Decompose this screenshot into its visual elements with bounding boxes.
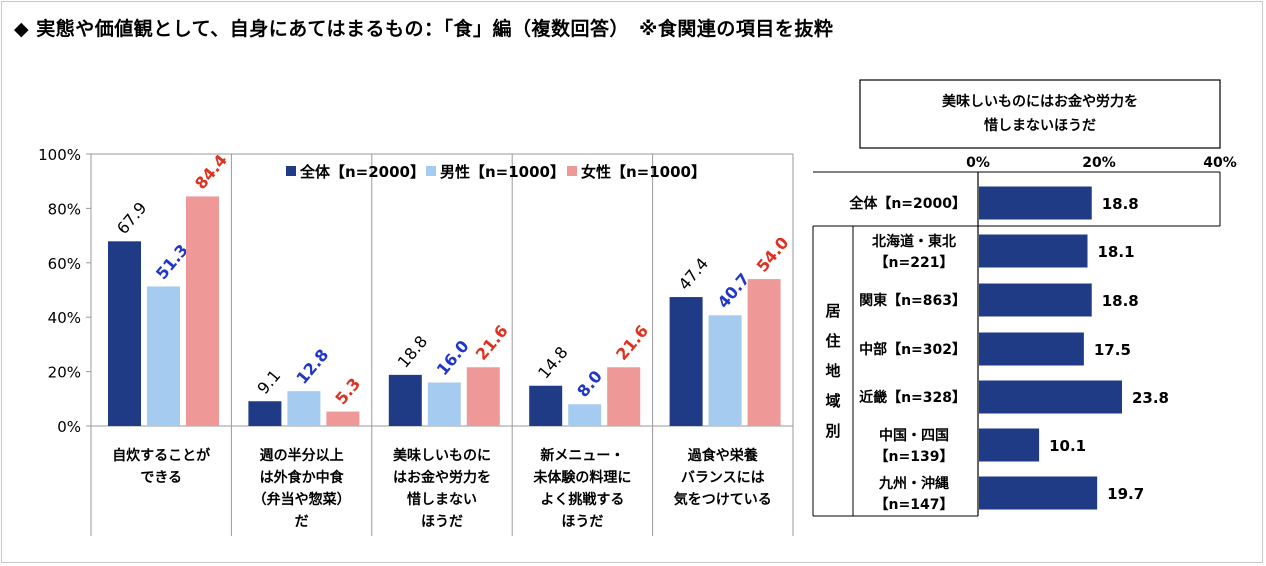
data-label: 21.6 xyxy=(472,321,512,363)
bar xyxy=(108,241,141,426)
hbar-value-label: 18.8 xyxy=(1102,195,1139,213)
hbar-value-label: 18.8 xyxy=(1102,292,1139,310)
hbar xyxy=(979,234,1088,268)
bar xyxy=(326,411,360,426)
hbar-category-label: 近畿【n=328】 xyxy=(859,389,966,406)
group-label: 居 xyxy=(825,302,840,320)
bar xyxy=(427,382,461,426)
legend-swatch xyxy=(286,166,296,176)
group-label: 域 xyxy=(825,392,840,410)
data-label: 21.6 xyxy=(612,321,652,363)
data-label: 14.8 xyxy=(534,343,571,383)
legend-label: 全体【n=2000】 xyxy=(299,163,425,181)
category-label: （弁当や惣菜） xyxy=(253,491,351,508)
category-label: 週の半分以上 xyxy=(260,447,344,464)
hbar xyxy=(979,332,1084,366)
page-title: ◆ 実態や価値観として、自身にあてはまるもの：「食」編（複数回答） ※食関連の項… xyxy=(14,18,834,40)
data-label: 8.0 xyxy=(573,367,606,401)
hbar-value-label: 17.5 xyxy=(1094,341,1131,359)
data-label: 54.0 xyxy=(753,233,793,275)
hbar-category-label: 【n=139】 xyxy=(875,449,954,465)
bar xyxy=(607,367,641,426)
hbar-category-label: 【n=147】 xyxy=(875,497,954,513)
y-tick-label: 100% xyxy=(38,146,81,164)
hbar-value-label: 19.7 xyxy=(1107,485,1144,503)
hbar-value-label: 10.1 xyxy=(1049,437,1086,455)
right-chart-title: 美味しいものにはお金や労力を xyxy=(942,93,1138,110)
hbar-category-label: 関東【n=863】 xyxy=(859,292,966,309)
bar xyxy=(186,196,219,426)
y-tick-label: 60% xyxy=(48,255,81,273)
data-label: 16.0 xyxy=(433,337,473,379)
hbar xyxy=(979,283,1092,317)
data-label: 47.4 xyxy=(675,254,712,294)
x-tick-label: 20% xyxy=(1082,155,1116,171)
bar xyxy=(747,279,781,426)
category-label: 惜しまない xyxy=(407,491,477,508)
x-tick-label: 40% xyxy=(1203,155,1237,171)
category-label: よく挑戦する xyxy=(540,491,624,508)
bar xyxy=(669,297,703,426)
group-label: 住 xyxy=(825,332,840,350)
y-tick-label: 40% xyxy=(48,309,81,327)
legend-swatch xyxy=(426,166,436,176)
category-label: 新メニュー・ xyxy=(540,447,624,464)
bar xyxy=(529,385,563,426)
data-label: 67.9 xyxy=(113,198,150,238)
hbar xyxy=(979,380,1122,414)
category-label: は外食か中食 xyxy=(260,469,345,486)
group-label: 別 xyxy=(824,422,840,440)
data-label: 40.7 xyxy=(714,269,754,311)
hbar xyxy=(979,476,1098,510)
data-label: 12.8 xyxy=(292,345,332,387)
bar xyxy=(287,391,321,426)
hbar-category-label: 全体【n=2000】 xyxy=(848,195,966,212)
bar xyxy=(708,315,742,426)
category-label: だ xyxy=(295,514,309,530)
x-tick-label: 0% xyxy=(966,155,990,171)
hbar-category-label: 九州・沖縄 xyxy=(878,475,949,492)
hbar xyxy=(979,186,1092,220)
hbar-category-label: 中国・四国 xyxy=(879,427,949,444)
legend-label: 女性【n=1000】 xyxy=(581,163,706,181)
data-label: 5.3 xyxy=(331,374,364,408)
category-label: バランスには xyxy=(681,470,765,486)
category-label: 美味しいものに xyxy=(393,447,491,464)
bar xyxy=(568,404,602,426)
legend-swatch xyxy=(567,166,577,176)
right-chart-title: 惜しまないほうだ xyxy=(984,117,1096,134)
category-label: 気をつけている xyxy=(674,491,772,508)
hbar-category-label: 北海道・東北 xyxy=(872,233,956,250)
category-label: 過食や栄養 xyxy=(687,447,758,464)
group-label: 地 xyxy=(825,362,840,380)
bar xyxy=(388,374,422,426)
data-label: 18.8 xyxy=(394,332,431,372)
data-label: 9.1 xyxy=(253,366,284,398)
bar xyxy=(248,401,282,426)
right-chart-title-box xyxy=(859,79,1221,149)
hbar-value-label: 18.1 xyxy=(1098,243,1135,261)
category-label: ほうだ xyxy=(421,514,463,530)
bar xyxy=(147,286,180,426)
category-label: 未体験の料理に xyxy=(533,469,631,486)
category-label: できる xyxy=(140,470,182,486)
y-tick-label: 0% xyxy=(57,418,81,436)
hbar xyxy=(979,428,1040,462)
data-label: 84.4 xyxy=(191,151,231,193)
hbar-category-label: 【n=221】 xyxy=(875,255,954,271)
data-label: 51.3 xyxy=(152,241,192,283)
y-tick-label: 20% xyxy=(48,364,81,382)
hbar-value-label: 23.8 xyxy=(1132,389,1169,407)
category-label: ほうだ xyxy=(561,514,603,530)
hbar-category-label: 中部【n=302】 xyxy=(859,341,966,358)
legend-label: 男性【n=1000】 xyxy=(440,163,565,181)
category-label: はお金や労力を xyxy=(393,469,491,486)
category-label: 自炊することが xyxy=(112,447,211,464)
y-tick-label: 80% xyxy=(48,200,81,218)
bar xyxy=(466,367,500,426)
